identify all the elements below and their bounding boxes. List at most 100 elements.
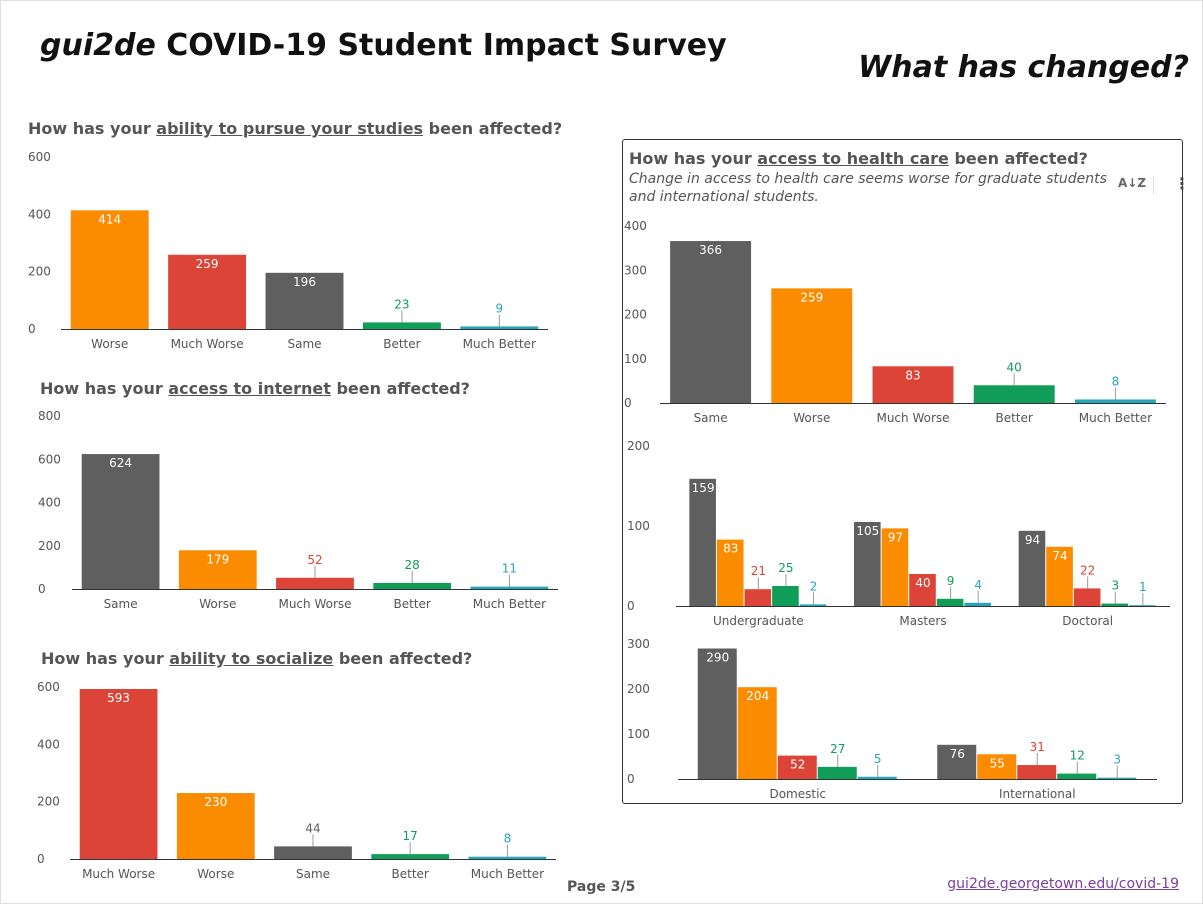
health-x-label: Worse	[793, 411, 830, 425]
health_by_level-bar	[1101, 603, 1129, 606]
health-bar	[872, 366, 954, 403]
socialize-data-label: 44	[305, 821, 320, 835]
health_by_level-bar	[689, 478, 716, 606]
health_by_level-data-label: 40	[915, 576, 930, 590]
socialize-bar	[468, 856, 547, 859]
health-x-label: Much Better	[1079, 411, 1152, 425]
health_by_level-bar	[744, 589, 772, 606]
health_by_origin-bar	[1097, 777, 1137, 779]
health_by_level-bar	[1073, 588, 1101, 606]
socialize-bar	[371, 854, 450, 859]
health-bar	[771, 288, 853, 403]
internet-x-label: Much Better	[473, 597, 546, 611]
health_by_level-x-label: Masters	[899, 614, 946, 628]
health_by_level-data-label: 97	[888, 530, 903, 544]
health-x-label: Better	[996, 411, 1033, 425]
socialize-x-label: Much Better	[471, 867, 544, 881]
health_by_origin-bar	[1057, 773, 1097, 779]
health-data-label: 259	[800, 290, 823, 304]
studies-data-label: 259	[196, 257, 219, 271]
health_by_origin-x-label: Domestic	[769, 787, 826, 801]
health_by_origin-bar	[737, 687, 777, 779]
health_by_level-bar	[1018, 530, 1046, 606]
studies-bar	[460, 326, 539, 329]
health_by_origin-ytick-label: 300	[627, 637, 650, 651]
health_by_origin-data-label: 5	[874, 752, 882, 766]
health_by_level-data-label: 94	[1025, 533, 1040, 547]
health-card	[622, 139, 1183, 804]
health_by_level-bar	[772, 586, 799, 606]
studies-x-label: Much Worse	[171, 337, 244, 351]
internet-bar	[81, 454, 160, 589]
health_by_level-bar	[1129, 605, 1156, 606]
socialize-ytick-label: 200	[37, 795, 60, 809]
health_by_origin-bar	[817, 766, 857, 779]
health_by_level-data-label: 1	[1139, 580, 1147, 594]
health_by_level-data-label: 25	[778, 561, 793, 575]
health_by_level-x-label: Doctoral	[1062, 614, 1113, 628]
internet-ytick-label: 0	[38, 582, 46, 596]
internet-x-label: Worse	[199, 597, 236, 611]
studies-x-label: Worse	[91, 337, 128, 351]
socialize-data-label: 17	[403, 829, 418, 843]
health_by_level-data-label: 2	[810, 579, 818, 593]
health_by_origin-data-label: 31	[1030, 740, 1045, 754]
health-x-label: Same	[694, 411, 728, 425]
socialize-ytick-label: 0	[37, 852, 45, 866]
question-health: How has your access to health care been …	[629, 149, 1088, 168]
health-ytick-label: 400	[624, 219, 647, 233]
health-ytick-label: 0	[624, 396, 632, 410]
internet-data-label: 179	[206, 552, 229, 566]
title-text: COVID-19 Student Impact Survey	[155, 28, 727, 63]
socialize-bar	[79, 689, 158, 859]
question-socialize: How has your ability to socialize been a…	[41, 649, 473, 668]
socialize-ytick-label: 400	[37, 737, 60, 751]
internet-x-label: Better	[394, 597, 431, 611]
sort-az-icon[interactable]: A↓Z	[1118, 176, 1147, 190]
health_by_origin-ytick-label: 100	[627, 727, 650, 741]
internet-data-label: 624	[109, 456, 132, 470]
internet-bar	[276, 577, 354, 589]
internet-data-label: 52	[307, 553, 322, 567]
internet-ytick-label: 400	[38, 496, 61, 510]
health_by_origin-x-label: International	[999, 787, 1076, 801]
health_by_level-data-label: 159	[692, 481, 715, 495]
internet-ytick-label: 200	[38, 539, 61, 553]
internet-bar	[470, 586, 549, 589]
health_by_level-ytick-label: 0	[627, 599, 635, 613]
health_by_origin-data-label: 52	[790, 758, 805, 772]
studies-ytick-label: 600	[28, 150, 51, 164]
health-data-label: 40	[1007, 360, 1022, 374]
health-note: Change in access to health care seems wo…	[629, 171, 1107, 205]
internet-ytick-label: 600	[38, 452, 61, 466]
health_by_level-ytick-label: 100	[627, 519, 650, 533]
studies-ytick-label: 200	[28, 265, 51, 279]
health_by_origin-ytick-label: 200	[627, 682, 650, 696]
socialize-x-label: Better	[392, 867, 429, 881]
health_by_origin-data-label: 76	[950, 747, 965, 761]
socialize-x-label: Worse	[197, 867, 234, 881]
internet-bar	[373, 582, 452, 589]
health-bar	[670, 241, 752, 403]
health_by_level-bar	[964, 602, 991, 606]
socialize-bar	[176, 793, 255, 859]
studies-ytick-label: 400	[28, 207, 51, 221]
socialize-bar	[274, 846, 352, 859]
health_by_origin-data-label: 27	[830, 742, 845, 756]
page-subtitle: What has changed?	[858, 50, 1189, 85]
health_by_origin-data-label: 3	[1113, 753, 1121, 767]
health-ytick-label: 300	[624, 263, 647, 277]
divider	[1153, 176, 1154, 194]
health-bar	[973, 385, 1055, 403]
studies-data-label: 414	[98, 212, 121, 226]
studies-bar	[265, 272, 344, 329]
studies-data-label: 23	[394, 297, 409, 311]
health-ytick-label: 100	[624, 352, 647, 366]
footer-link[interactable]: gui2de.georgetown.edu/covid-19	[947, 876, 1179, 892]
health_by_level-bar	[716, 539, 744, 606]
more-vert-icon[interactable]: ⋮	[1174, 174, 1190, 193]
health_by_level-bar	[909, 574, 936, 606]
internet-data-label: 11	[502, 562, 517, 576]
health_by_origin-data-label: 204	[746, 689, 769, 703]
health_by_origin-bar	[977, 754, 1017, 779]
